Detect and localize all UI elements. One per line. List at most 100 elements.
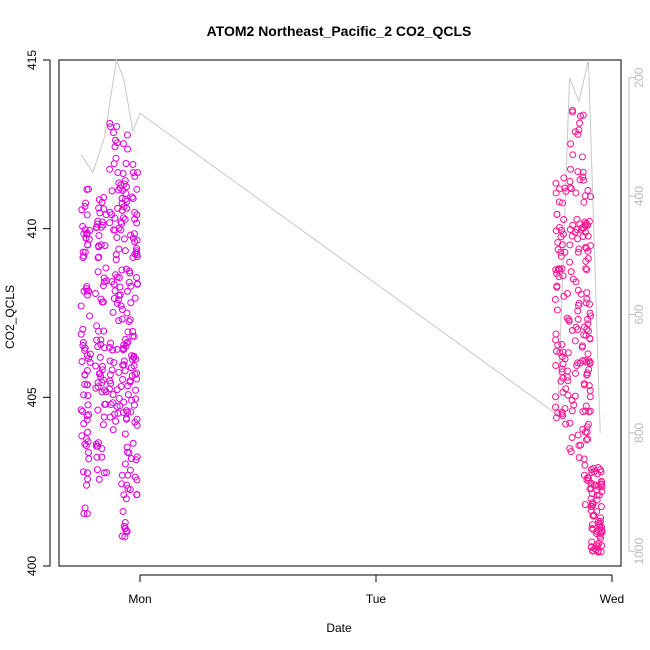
data-point [114,169,122,177]
data-point [569,151,577,159]
data-point [96,369,104,377]
data-point [133,252,141,260]
data-point [586,407,594,415]
data-point [113,402,121,410]
data-point [99,421,107,429]
data-point [552,189,560,197]
data-point [583,358,591,366]
data-point [126,378,134,386]
data-point [95,232,103,240]
data-point [95,253,103,261]
data-point [119,375,127,383]
data-point [125,317,133,325]
data-point [583,289,591,297]
data-point [132,386,140,394]
data-point [562,420,570,428]
data-point [133,369,141,377]
data-point [92,384,100,392]
data-point [81,504,89,512]
data-point [583,371,591,379]
data-point [113,273,121,281]
data-point [133,219,141,227]
data-point [559,230,567,238]
data-point [581,218,589,226]
data-point [108,366,116,374]
data-point [96,353,104,361]
data-point [94,439,102,447]
data-point [116,402,124,410]
data-point [80,230,88,238]
data-point [83,287,91,295]
data-point [113,386,121,394]
data-point [100,413,108,421]
data-point [584,435,592,443]
data-point [105,385,113,393]
data-point [582,402,590,410]
data-point [128,352,136,360]
data-point [98,445,106,453]
data-point [119,361,127,369]
data-point [558,368,566,376]
data-point [131,238,139,246]
data-point [123,131,131,139]
data-point [98,298,106,306]
data-point [566,241,574,249]
data-point [121,430,129,438]
data-point [553,283,561,291]
data-point [131,294,139,302]
data-point [133,491,141,499]
data-point [563,367,571,375]
data-point [98,362,106,370]
data-point [575,441,583,449]
x-axis: Mon Tue Wed [128,574,624,606]
data-point [581,501,589,509]
data-point [100,327,108,335]
data-point [112,417,120,425]
data-point [559,348,567,356]
data-point [574,302,582,310]
data-point [574,359,582,367]
data-point [555,273,563,281]
data-point [571,337,579,345]
data-point [113,299,121,307]
data-point [127,408,135,416]
data-point [83,510,91,518]
data-point [97,223,105,231]
data-point [119,170,127,178]
data-point [132,395,140,403]
data-point [111,287,119,295]
data-point [94,343,102,351]
data-point [594,547,602,555]
data-point [588,524,596,532]
data-point [112,251,120,259]
plot-frame [58,59,622,567]
data-point [595,539,603,547]
data-point [127,282,135,290]
data-point [581,228,589,236]
data-point [118,315,126,323]
data-point [571,392,579,400]
data-point [101,400,109,408]
y2-tick-label: 800 [632,423,646,443]
data-point [559,272,567,280]
data-point [110,295,118,303]
data-point [594,517,602,525]
data-point [118,199,126,207]
data-point [574,168,582,176]
data-point [120,357,128,365]
data-point [118,480,126,488]
data-point [553,306,561,314]
data-point [119,507,127,515]
data-point [118,266,126,274]
data-point [554,266,562,274]
data-point [111,214,119,222]
chart-title: ATOM2 Northeast_Pacific_2 CO2_QCLS [207,23,472,39]
data-point [109,426,117,434]
secondary-line-layer [80,58,601,433]
data-point [79,338,87,346]
data-point [80,420,88,428]
data-point [588,521,596,529]
altitude-line [80,58,601,433]
data-point [122,189,130,197]
data-point [581,428,589,436]
